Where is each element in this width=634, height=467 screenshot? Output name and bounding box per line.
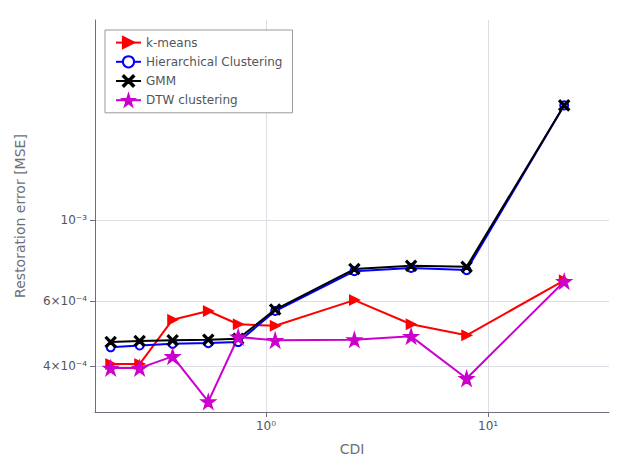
svg-text:4×10⁻⁴: 4×10⁻⁴ bbox=[43, 359, 87, 373]
svg-text:10⁻³: 10⁻³ bbox=[61, 213, 88, 227]
svg-text:k-means: k-means bbox=[146, 36, 198, 50]
svg-text:GMM: GMM bbox=[146, 74, 176, 88]
svg-text:10¹: 10¹ bbox=[478, 419, 498, 433]
svg-text:Hierarchical Clustering: Hierarchical Clustering bbox=[146, 55, 282, 69]
svg-text:10⁰: 10⁰ bbox=[256, 419, 276, 433]
svg-text:CDI: CDI bbox=[340, 441, 365, 457]
svg-text:6×10⁻⁴: 6×10⁻⁴ bbox=[43, 294, 87, 308]
svg-text:Restoration error [MSE]: Restoration error [MSE] bbox=[12, 134, 28, 298]
svg-text:DTW clustering: DTW clustering bbox=[146, 93, 238, 107]
